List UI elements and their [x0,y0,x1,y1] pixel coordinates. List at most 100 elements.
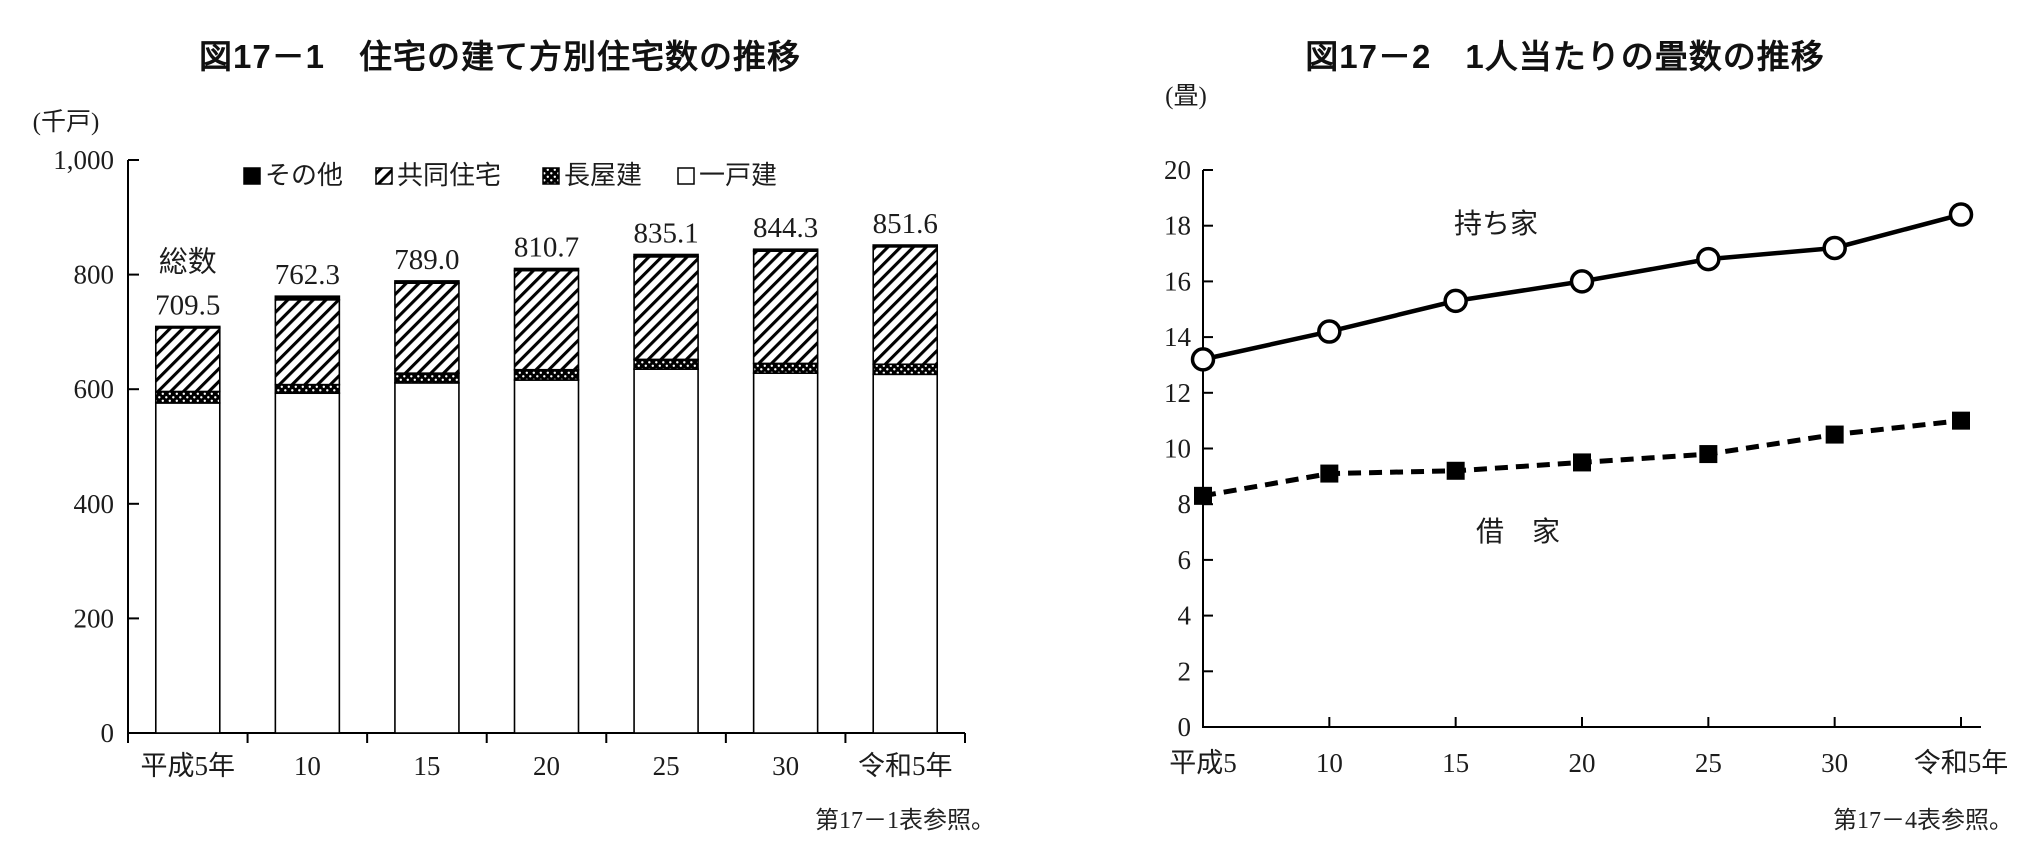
bar-segment-plain [394,382,460,734]
series-label-rented-house: 借 家 [1476,516,1560,548]
bar-segment-hatch [154,327,221,393]
bar-total-label: 789.0 [394,244,459,276]
bar-segment-solid [633,253,699,258]
x-axis-category-label: 20 [533,751,560,781]
x-axis-category-label: 20 [1569,748,1596,778]
owned-house-marker-circle [1696,246,1721,272]
bar-segment-plain [274,392,341,734]
line-chart-table-reference: 第17－4表参照。 [1833,808,2013,834]
legend-label: 一戸建 [699,161,777,190]
owned-house-marker-circle [1569,269,1595,294]
x-axis-category-label: 10 [1316,748,1343,778]
owned-house-marker-circle [1822,235,1847,261]
x-axis-category-label: 10 [294,751,321,781]
bar-segment-hatch [633,256,699,361]
line-chart-title: 図17－2 1人当たりの畳数の推移 [1305,38,1825,75]
bar-total-label: 709.5 [155,289,220,321]
x-axis-category-label: 15 [1442,748,1469,778]
y-axis-tick-label: 0 [101,718,115,748]
bar-segment-hatch [513,269,580,371]
rented-house-marker-square [1446,461,1465,480]
bar-segment-plain [513,379,580,734]
y-axis-unit-label: (畳) [1165,83,1207,110]
rented-house-marker-square [1952,411,1970,430]
legend-marker-dots [542,167,560,185]
bar-total-label: 810.7 [514,231,579,263]
owned-house-marker-circle [1948,202,1974,227]
bar-total-label: 851.6 [873,208,938,240]
bar-total-prefix-label: 総数 [159,245,217,278]
x-axis-category-label: 25 [653,751,680,781]
x-axis-category-label: 30 [772,751,799,781]
bar-segment-solid [872,244,939,248]
x-axis-category-label: 30 [1821,748,1848,778]
bar-segment-dots [752,362,819,374]
bar-chart-title: 図17－1 住宅の建て方別住宅数の推移 [198,38,802,75]
legend-marker-hatch [375,167,393,185]
bar-total-label: 844.3 [753,212,818,244]
bar-total-label: 835.1 [633,217,698,249]
y-axis-tick-label: 6 [1178,545,1192,575]
bar-segment-solid [394,280,460,284]
bar-chart-table-reference: 第17－1表参照。 [815,808,995,834]
y-axis-tick-label: 600 [74,374,115,404]
bar-segment-dots [154,390,221,404]
bar-total-label: 762.3 [275,259,340,291]
rented-house-marker-square [1320,464,1339,483]
bar-segment-hatch [394,282,460,374]
series-label-owned-house: 持ち家 [1454,208,1538,240]
legend-label: 共同住宅 [397,161,501,190]
rented-house-marker-square [1699,445,1718,464]
owned-house-marker-circle [1443,288,1468,314]
bar-segment-solid [274,295,341,301]
bar-segment-hatch [872,246,939,366]
bar-segment-dots [394,372,460,384]
bar-segment-hatch [752,250,819,365]
y-axis-tick-label: 4 [1178,601,1192,631]
bar-segment-dots [872,363,939,376]
y-axis-tick-label: 10 [1164,434,1191,464]
y-axis-tick-label: 8 [1178,489,1192,519]
x-axis-category-label: 25 [1695,748,1722,778]
bar-segment-dots [633,358,699,370]
x-axis-category-label: 15 [413,751,440,781]
tatami-line-chart: 0 2 4 6 8 10 12 14 16 18 20 平成5 10 15 20 25 30 令和5年 (畳) 持ち家… [1164,83,2009,778]
legend-marker-solid [243,167,261,185]
x-axis-category-label: 平成5年 [141,751,236,781]
y-axis-tick-label: 18 [1164,211,1191,241]
bar-segment-dots [513,368,580,381]
x-axis-category-label: 令和5年 [858,751,953,781]
legend-label: 長屋建 [564,161,642,190]
y-axis-tick-label: 0 [1178,712,1192,742]
bar-segment-plain [633,368,699,734]
legend-marker-plain [677,167,695,185]
bar-segment-solid [154,325,221,329]
axes [1202,170,1981,728]
x-axis-category-label: 平成5 [1169,748,1237,778]
y-axis-tick-label: 200 [74,603,115,633]
y-axis-unit-label: (千戸) [33,108,100,136]
bar-segment-hatch [274,299,341,386]
y-axis-tick-label: 800 [74,260,115,290]
bar-segment-solid [513,267,580,272]
bar-segment-plain [872,373,939,734]
y-axis-tick-label: 1,000 [53,145,114,175]
rented-house-marker-square [1194,486,1212,505]
y-axis-tick-label: 2 [1178,656,1192,686]
x-axis-category-label: 令和5年 [1914,748,2009,778]
rented-house-marker-square [1825,425,1844,444]
rented-house-marker-square [1573,453,1591,472]
bar-segment-plain [752,372,819,734]
owned-house-marker-circle [1190,347,1216,372]
y-axis-tick-label: 400 [74,489,115,519]
y-axis-tick-label: 20 [1164,155,1191,185]
y-axis-tick-label: 14 [1164,322,1192,352]
owned-house-marker-circle [1317,319,1342,344]
y-axis-tick-label: 16 [1164,266,1191,296]
y-axis-tick-label: 12 [1164,378,1191,408]
bar-segment-solid [752,248,819,252]
bar-segment-dots [274,383,341,395]
bar-segment-plain [154,402,221,734]
